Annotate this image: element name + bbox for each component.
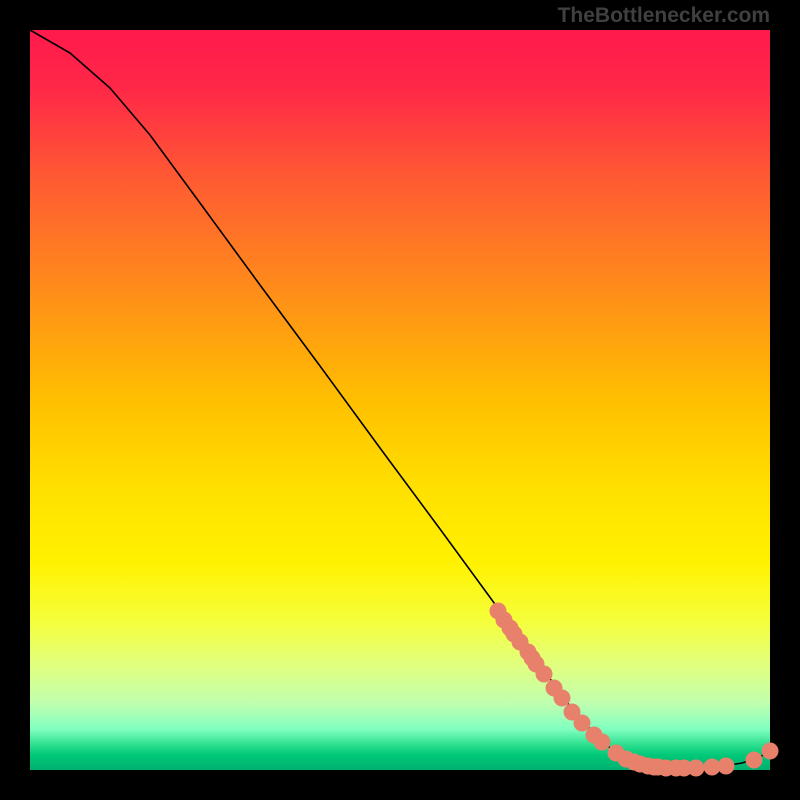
chart-svg bbox=[30, 30, 770, 770]
data-marker bbox=[746, 752, 763, 769]
data-marker bbox=[594, 734, 611, 751]
gradient-background bbox=[30, 30, 770, 770]
chart-background bbox=[30, 30, 770, 770]
data-marker bbox=[718, 758, 735, 775]
data-marker bbox=[688, 760, 705, 777]
data-marker bbox=[536, 666, 553, 683]
data-marker bbox=[574, 715, 591, 732]
data-marker bbox=[762, 743, 779, 760]
watermark-text: TheBottlenecker.com bbox=[558, 4, 770, 28]
data-marker bbox=[554, 690, 571, 707]
